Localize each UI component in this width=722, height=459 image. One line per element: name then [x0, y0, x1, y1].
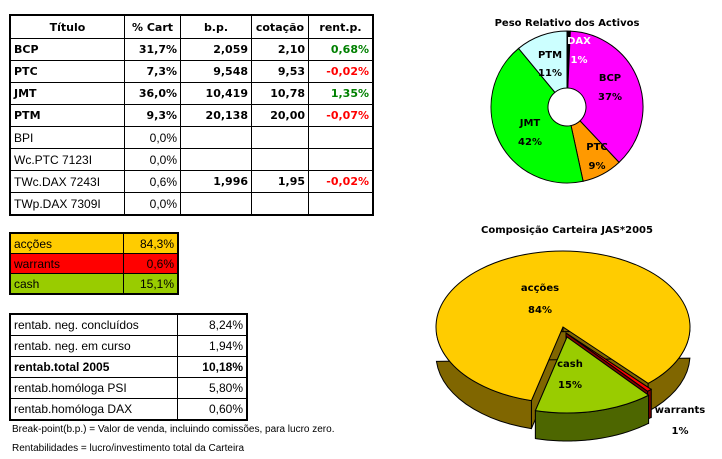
returns-row: rentab.homóloga PSI 5,80% — [9, 377, 248, 399]
pie3d-top — [435, 250, 691, 402]
cell-titulo: JMT — [9, 82, 125, 105]
allocation-label: cash — [9, 273, 124, 295]
returns-row: rentab.total 2005 10,18% — [9, 356, 248, 378]
pie3d-top — [565, 332, 653, 392]
donut-title: Peso Relativo dos Activos — [495, 18, 640, 29]
returns-row: rentab.homóloga DAX 0,60% — [9, 398, 248, 421]
allocation-value: 15,1% — [123, 273, 179, 295]
donut-label-category: JMT — [519, 118, 541, 129]
table-row: PTM 9,3% 20,138 20,00 -0,07% — [9, 104, 374, 127]
cell-bp: 20,138 — [180, 104, 252, 127]
allocation-value: 84,3% — [123, 232, 179, 254]
cell-cot: 20,00 — [251, 104, 309, 127]
cell-cot — [251, 192, 309, 216]
returns-row: rentab. neg. em curso 1,94% — [9, 335, 248, 357]
allocation-table: acções 84,3% warrants 0,6% cash 15,1% — [9, 232, 179, 295]
holdings-table: Título% Cart b.p. cotação rent.p. BCP 31,7% 2… — [9, 14, 374, 216]
donut-label-category: PTM — [538, 50, 562, 61]
table-row: TWc.DAX 7243I 0,6% 1,996 1,95 -0,02% — [9, 170, 374, 193]
cell-titulo: TWp.DAX 7309I — [9, 192, 125, 216]
donut-label-category: PTC — [586, 142, 608, 153]
donut-label-percent: 11% — [538, 68, 562, 79]
cell-cot: 9,53 — [251, 60, 309, 83]
pie3d-label-percent: 84% — [528, 305, 552, 316]
cell-cot: 2,10 — [251, 38, 309, 61]
pie3d-slice-cash — [534, 336, 650, 442]
pie3d-label-category: warrants — [655, 405, 705, 416]
pie3d-top — [534, 336, 650, 414]
returns-label: rentab. neg. concluídos — [9, 313, 178, 336]
donut-slice-bcp — [567, 30, 644, 164]
note-break-point: Break-point(b.p.) = Valor de venda, incl… — [12, 424, 335, 435]
cell-rent: -0,07% — [308, 104, 374, 127]
column-header: % Cart — [124, 14, 181, 39]
returns-label: rentab.homóloga PSI — [9, 377, 178, 399]
allocation-value: 0,6% — [123, 253, 179, 274]
donut-label-percent: 9% — [589, 161, 606, 172]
pie3d-title: Composição Carteira JAS*2005 — [481, 225, 653, 236]
pie3d-slice-acções — [435, 250, 691, 430]
cell-titulo: TWc.DAX 7243I — [9, 170, 125, 193]
pie3d-label-category: cash — [557, 359, 583, 370]
cell-cot: 1,95 — [251, 170, 309, 193]
returns-table: rentab. neg. concluídos 8,24% rentab. neg.… — [9, 313, 248, 421]
pie3d-label-percent: 15% — [558, 380, 582, 391]
table-row: TWp.DAX 7309I 0,0% — [9, 192, 374, 216]
returns-value: 5,80% — [177, 377, 248, 399]
cell-cart: 0,6% — [124, 170, 181, 193]
returns-value: 10,18% — [177, 356, 248, 378]
donut-label-percent: 42% — [518, 137, 542, 148]
allocation-row: warrants 0,6% — [9, 253, 179, 274]
returns-label: rentab.total 2005 — [9, 356, 178, 378]
cell-rent: -0,02% — [308, 170, 374, 193]
donut-label-category: BCP — [599, 73, 621, 84]
returns-value: 0,60% — [177, 398, 248, 421]
note-rentabilidades: Rentabilidades = lucro/investimento tota… — [12, 443, 245, 454]
cell-cot: 10,78 — [251, 82, 309, 105]
pie3d-label-category: acções — [521, 283, 559, 294]
cell-rent — [308, 192, 374, 216]
cell-rent: 0,68% — [308, 38, 374, 61]
cell-cart: 0,0% — [124, 126, 181, 149]
allocation-row: acções 84,3% — [9, 232, 179, 254]
allocation-row: cash 15,1% — [9, 273, 179, 295]
allocation-label: warrants — [9, 253, 124, 274]
donut-slice-jmt — [490, 47, 584, 184]
donut-label-percent: 37% — [598, 92, 622, 103]
donut-label-category: DAX — [567, 36, 591, 47]
cell-rent: -0,02% — [308, 60, 374, 83]
returns-value: 1,94% — [177, 335, 248, 357]
returns-row: rentab. neg. concluídos 8,24% — [9, 313, 248, 336]
returns-label: rentab.homóloga DAX — [9, 398, 178, 421]
cell-cart: 31,7% — [124, 38, 181, 61]
cell-bp: 1,996 — [180, 170, 252, 193]
pie3d-label-percent: 1% — [672, 426, 689, 437]
donut-slice-ptm — [517, 30, 568, 94]
table-row: BCP 31,7% 2,059 2,10 0,68% — [9, 38, 374, 61]
returns-label: rentab. neg. em curso — [9, 335, 178, 357]
donut-label-percent: 1% — [571, 55, 588, 66]
